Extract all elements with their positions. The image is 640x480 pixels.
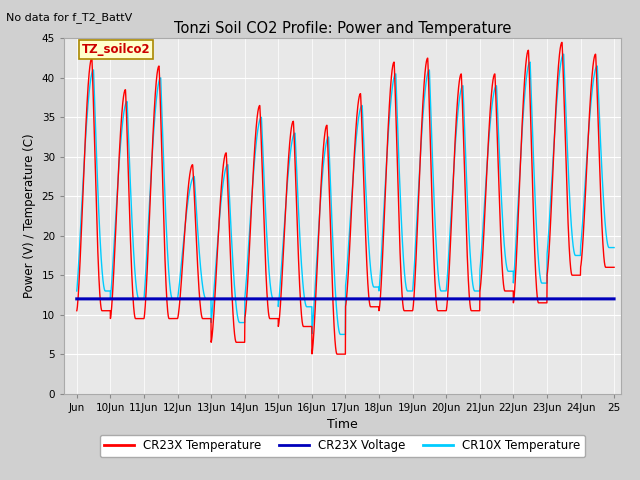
Text: No data for f_T2_BattV: No data for f_T2_BattV — [6, 12, 132, 23]
X-axis label: Time: Time — [327, 418, 358, 431]
Y-axis label: Power (V) / Temperature (C): Power (V) / Temperature (C) — [23, 134, 36, 298]
Title: Tonzi Soil CO2 Profile: Power and Temperature: Tonzi Soil CO2 Profile: Power and Temper… — [173, 21, 511, 36]
Text: TZ_soilco2: TZ_soilco2 — [82, 43, 150, 56]
Legend: CR23X Temperature, CR23X Voltage, CR10X Temperature: CR23X Temperature, CR23X Voltage, CR10X … — [100, 434, 585, 457]
